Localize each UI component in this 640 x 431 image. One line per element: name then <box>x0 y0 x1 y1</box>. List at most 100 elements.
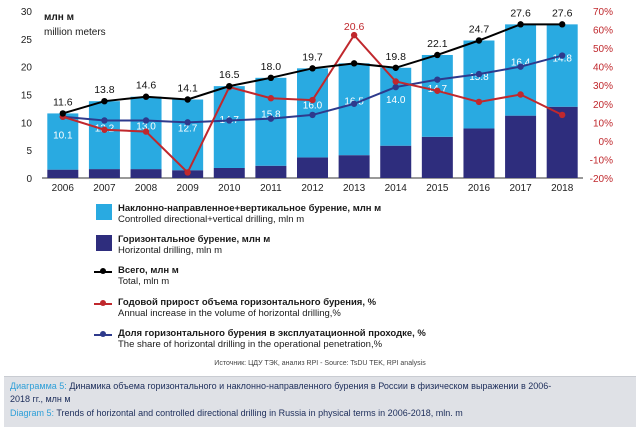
bar-directional-drilling <box>546 24 578 107</box>
share-horizontal-point <box>517 63 524 70</box>
annual-increase-point <box>517 91 524 98</box>
legend-label-ru: Горизонтальное бурение, млн м <box>118 234 271 245</box>
annual-increase-point <box>434 87 441 94</box>
legend-label-ru: Наклонно-направленное+вертикальное бурен… <box>118 203 382 214</box>
caption-en-label: Diagram 5: <box>10 408 55 418</box>
chart-area: 0 5 10 15 20 25 30 -20% -10% 0% 10% 20% 30% 40% 50% 60%… <box>21 7 614 194</box>
share-horizontal-point <box>309 111 316 119</box>
y-left-tick-label: 30 <box>21 7 33 18</box>
y-left-tick-label: 10 <box>21 118 33 129</box>
bar-horizontal-drilling <box>130 169 162 178</box>
caption-en-text: Trends of horizontal and controlled dire… <box>56 408 463 418</box>
bar-value-label: 10.1 <box>53 131 73 142</box>
y-right-tick-label: -20% <box>590 174 613 185</box>
legend-item-share: Доля горизонтального бурения в эксплуата… <box>94 328 426 350</box>
share-horizontal-point <box>101 117 108 124</box>
unit-label-en: million meters <box>44 27 106 38</box>
legend-label-ru: Доля горизонтального бурения в эксплуата… <box>118 328 426 339</box>
annual-increase-point <box>184 169 191 176</box>
share-horizontal-point <box>434 76 441 83</box>
x-tick-label: 2008 <box>135 183 158 194</box>
total-value-label: 14.6 <box>136 80 157 92</box>
caption-en-line: Diagram 5: Trends of horizontal and cont… <box>10 408 463 418</box>
bar-directional-drilling <box>88 101 120 170</box>
legend-swatch-horizontal <box>96 235 112 251</box>
bar-horizontal-drilling <box>213 167 245 178</box>
annual-increase-point <box>350 31 358 39</box>
bar-horizontal-drilling <box>546 106 578 178</box>
bar-horizontal-drilling <box>421 136 453 178</box>
annual-increase-point <box>142 128 150 135</box>
total-value-label: 14.1 <box>177 83 198 95</box>
total-point <box>142 93 150 100</box>
total-value-label: 19.7 <box>302 51 323 63</box>
legend-label-en: The share of horizontal drilling in the … <box>118 339 383 350</box>
total-value-label: 27.6 <box>552 7 573 19</box>
y-right-tick-label: 30% <box>593 81 613 92</box>
share-horizontal-point <box>184 119 191 126</box>
bar-value-label: 12.7 <box>178 123 198 134</box>
x-tick-label: 2011 <box>260 183 282 194</box>
bar-value-label: 14.0 <box>386 95 406 106</box>
legend-label-en: Annual increase in the volume of horizon… <box>118 308 341 319</box>
y-right-tick-label: 0% <box>599 137 614 148</box>
total-point <box>475 37 483 44</box>
legend-item-annual-increase: Годовой прирост объема горизонтального б… <box>94 297 377 319</box>
bar-value-label: 15.8 <box>469 72 489 83</box>
bar-value-label: 14.8 <box>552 53 572 64</box>
unit-label-ru: млн м <box>44 12 74 23</box>
legend-label-en: Controlled directional+vertical drilling… <box>118 214 305 225</box>
total-value-label: 19.8 <box>386 51 407 63</box>
legend-item-horizontal: Горизонтальное бурение, млн м Horizontal… <box>96 234 271 256</box>
total-value-label: 16.5 <box>219 69 240 81</box>
y-right-tick-label: -10% <box>590 155 613 166</box>
bar-horizontal-drilling <box>255 165 287 178</box>
caption-ru-label: Диаграмма 5: <box>10 381 67 391</box>
total-point <box>267 74 275 82</box>
x-tick-label: 2010 <box>218 183 241 194</box>
bar-directional-drilling <box>172 99 204 171</box>
caption-ru-line1: Диаграмма 5: Динамика объема горизонталь… <box>10 381 551 391</box>
total-value-label: 18.0 <box>261 61 282 73</box>
total-point <box>101 97 108 105</box>
y-right-tick-label: 70% <box>593 7 613 18</box>
annual-increase-point <box>475 98 483 106</box>
y-left-tick-label: 20 <box>21 63 33 74</box>
source-note: Источник: ЦДУ ТЭК, анализ RPI - Source: … <box>214 360 426 367</box>
x-tick-label: 2007 <box>93 183 116 194</box>
total-point <box>59 110 67 117</box>
y-left-tick-label: 0 <box>26 174 32 185</box>
total-value-label: 13.8 <box>94 84 115 96</box>
y-left-tick-label: 15 <box>21 91 33 102</box>
y-left-tick-label: 25 <box>21 35 33 46</box>
legend-label-ru: Всего, млн м <box>118 265 179 276</box>
y-right-tick-label: 20% <box>593 100 613 111</box>
legend-label-en: Total, mln m <box>118 276 170 287</box>
bar-value-label: 13.0 <box>136 121 156 132</box>
total-point <box>350 60 358 67</box>
total-point <box>184 96 191 103</box>
x-tick-label: 2018 <box>551 183 574 194</box>
bar-horizontal-drilling <box>88 169 120 178</box>
annual-increase-point <box>267 95 275 102</box>
total-point <box>226 82 233 90</box>
caption-ru-text: Динамика объема горизонтального и наклон… <box>69 381 552 391</box>
x-tick-label: 2017 <box>509 183 532 194</box>
bar-horizontal-drilling <box>47 169 79 178</box>
legend-item-total: Всего, млн м Total, mln m <box>94 265 179 287</box>
share-horizontal-point <box>475 70 483 78</box>
bar-directional-drilling <box>421 54 453 137</box>
bar-value-label: 16.4 <box>511 57 531 68</box>
share-horizontal-point <box>558 52 566 59</box>
total-value-label: 22.1 <box>427 38 448 50</box>
x-tick-label: 2016 <box>468 183 491 194</box>
total-point <box>392 64 399 71</box>
legend-swatch-share-dot <box>100 331 106 337</box>
bar-directional-drilling <box>47 113 79 170</box>
x-tick-label: 2014 <box>385 183 408 194</box>
bar-directional-drilling <box>338 63 370 156</box>
share-horizontal-point <box>226 117 233 124</box>
legend-label-ru: Годовой прирост объема горизонтального б… <box>118 297 377 308</box>
y-right-tick-label: 10% <box>593 118 613 129</box>
bar-horizontal-drilling <box>380 145 412 178</box>
